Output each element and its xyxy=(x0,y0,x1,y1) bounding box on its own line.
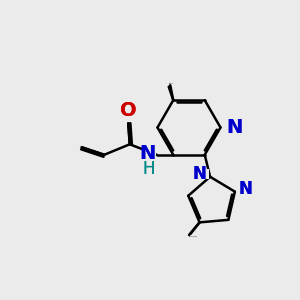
Text: O: O xyxy=(120,101,136,120)
Text: H: H xyxy=(143,160,155,178)
Text: N: N xyxy=(193,165,206,183)
Text: N: N xyxy=(226,118,242,137)
Text: N: N xyxy=(238,180,252,198)
Text: N: N xyxy=(139,144,155,163)
Text: methyl: methyl xyxy=(169,83,174,84)
Bar xyxy=(236,184,247,194)
Text: O: O xyxy=(120,101,136,120)
Bar xyxy=(123,112,134,122)
Text: H: H xyxy=(143,160,155,178)
Text: N: N xyxy=(139,144,155,163)
Text: N: N xyxy=(238,180,252,198)
Text: methyl_label: methyl_label xyxy=(189,236,198,237)
Text: N: N xyxy=(193,165,206,183)
Bar xyxy=(198,169,209,178)
Text: N: N xyxy=(226,118,242,137)
Bar xyxy=(224,123,236,132)
Bar xyxy=(145,148,156,163)
